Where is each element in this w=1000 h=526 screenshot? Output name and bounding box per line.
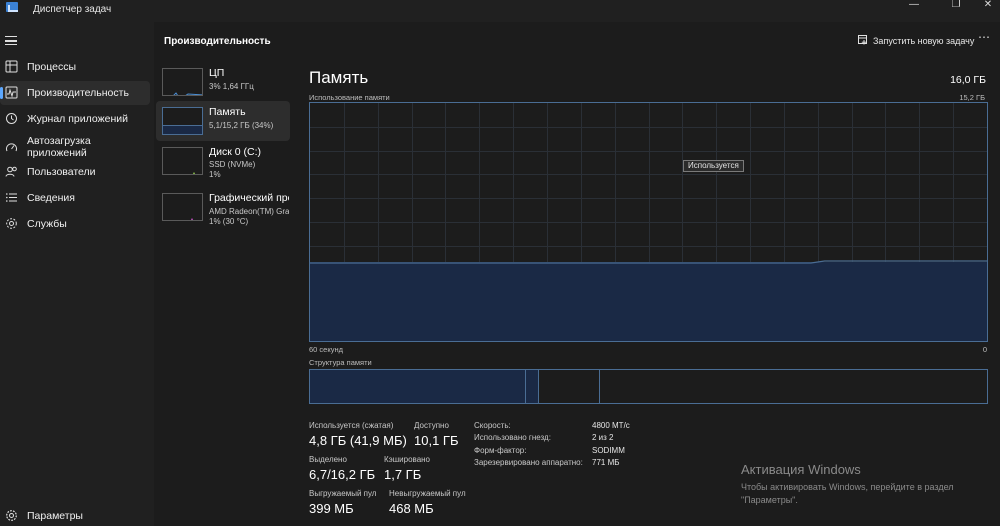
sidebar-item-performance[interactable]: Производительность bbox=[0, 81, 150, 105]
more-options-icon[interactable]: ⋯ bbox=[978, 30, 990, 44]
available-value: 10,1 ГБ bbox=[414, 433, 459, 448]
task-manager-app-icon bbox=[6, 2, 18, 12]
spec-value: 4800 МТ/с bbox=[592, 421, 630, 430]
sidebar-item-label: Процессы bbox=[27, 61, 77, 73]
device-cpu[interactable]: ЦП 3% 1,64 ГГц bbox=[156, 62, 290, 102]
device-usage: 1% (30 °C) bbox=[209, 217, 249, 226]
structure-standby[interactable] bbox=[539, 370, 600, 403]
close-button[interactable]: ✕ bbox=[983, 0, 993, 10]
spec-value: 2 из 2 bbox=[592, 433, 614, 442]
memory-total: 16,0 ГБ bbox=[950, 74, 986, 86]
device-memory[interactable]: Память 5,1/15,2 ГБ (34%) bbox=[156, 101, 290, 141]
committed-value: 6,7/16,2 ГБ bbox=[309, 467, 376, 482]
spec-value: SODIMM bbox=[592, 446, 625, 455]
cached-label: Кэшировано bbox=[384, 455, 431, 464]
memory-thumbnail bbox=[162, 107, 203, 135]
sidebar-item-label: Службы bbox=[27, 218, 67, 230]
gpu-thumbnail bbox=[162, 193, 203, 221]
time-axis-right: 0 bbox=[982, 345, 987, 354]
history-clock-icon bbox=[6, 113, 17, 124]
structure-in-use[interactable] bbox=[310, 370, 526, 403]
maximize-button[interactable]: ❐ bbox=[951, 0, 961, 10]
run-new-task-label: Запустить новую задачу bbox=[873, 36, 975, 46]
nonpaged-pool-label: Невыгружаемый пул bbox=[389, 489, 466, 498]
device-detail: AMD Radeon(TM) Graphics bbox=[209, 207, 289, 216]
nonpaged-pool-value: 468 МБ bbox=[389, 501, 434, 516]
memory-structure-label: Структура памяти bbox=[309, 358, 372, 367]
cpu-thumbnail bbox=[162, 68, 203, 96]
memory-usage-max: 15,2 ГБ bbox=[959, 93, 985, 102]
in-use-label: Используется (сжатая) bbox=[309, 421, 394, 430]
device-detail: SSD (NVMe) bbox=[209, 160, 256, 169]
details-list-icon bbox=[6, 193, 17, 202]
processes-grid-icon bbox=[5, 60, 18, 73]
startup-gauge-icon bbox=[6, 143, 17, 152]
hamburger-menu-icon[interactable] bbox=[5, 36, 17, 45]
spec-label: Зарезервировано аппаратно: bbox=[474, 458, 583, 467]
memory-usage-label: Использование памяти bbox=[309, 93, 390, 102]
sidebar-item-settings[interactable]: Параметры bbox=[0, 505, 150, 525]
device-detail: 5,1/15,2 ГБ (34%) bbox=[209, 121, 274, 130]
run-task-icon bbox=[858, 35, 867, 45]
sidebar-item-users[interactable]: Пользователи bbox=[0, 160, 150, 184]
memory-usage-line bbox=[310, 260, 987, 264]
sidebar-item-label: Сведения bbox=[27, 192, 75, 204]
spec-label: Скорость: bbox=[474, 421, 511, 430]
users-icon bbox=[5, 166, 17, 177]
sidebar-item-label: Пользователи bbox=[27, 166, 96, 178]
spec-label: Использовано гнезд: bbox=[474, 433, 551, 442]
in-use-value: 4,8 ГБ (41,9 МБ) bbox=[309, 433, 407, 448]
paged-pool-value: 399 МБ bbox=[309, 501, 354, 516]
activation-watermark-text: Чтобы активировать Windows, перейдите в … bbox=[741, 482, 954, 505]
memory-title: Память bbox=[309, 68, 369, 87]
services-gear-icon bbox=[6, 218, 17, 229]
settings-label: Параметры bbox=[27, 510, 83, 522]
device-usage: 1% bbox=[209, 170, 221, 179]
run-new-task-button[interactable]: Запустить новую задачу bbox=[856, 33, 974, 49]
device-name: ЦП bbox=[209, 67, 225, 79]
sidebar-item-startup[interactable]: Автозагрузка приложений bbox=[0, 133, 150, 163]
sidebar-item-app-history[interactable]: Журнал приложений bbox=[0, 107, 150, 131]
sidebar-item-label: Производительность bbox=[27, 87, 129, 99]
device-detail: 3% 1,64 ГГц bbox=[209, 82, 254, 91]
paged-pool-label: Выгружаемый пул bbox=[309, 489, 377, 498]
activation-watermark-title: Активация Windows bbox=[741, 462, 861, 477]
available-label: Доступно bbox=[414, 421, 449, 430]
memory-structure-bar[interactable] bbox=[309, 369, 988, 404]
page-title: Производительность bbox=[164, 36, 271, 47]
sidebar-item-label: Журнал приложений bbox=[27, 113, 128, 125]
device-disk[interactable]: Диск 0 (C:) SSD (NVMe) 1% bbox=[156, 141, 290, 181]
sidebar-item-label: Автозагрузка приложений bbox=[27, 135, 91, 159]
committed-label: Выделено bbox=[309, 455, 347, 464]
device-name: Графический процессор 0 bbox=[209, 192, 289, 204]
graph-tooltip: Используется bbox=[683, 160, 744, 172]
settings-gear-icon bbox=[6, 510, 17, 521]
device-gpu[interactable]: Графический процессор 0 AMD Radeon(TM) G… bbox=[156, 187, 290, 227]
spec-value: 771 МБ bbox=[592, 458, 620, 467]
structure-modified[interactable] bbox=[526, 370, 539, 403]
sidebar-item-details[interactable]: Сведения bbox=[0, 186, 150, 210]
time-axis-left: 60 секунд bbox=[309, 345, 343, 354]
memory-usage-graph bbox=[309, 102, 988, 342]
sidebar-item-processes[interactable]: Процессы bbox=[0, 55, 150, 79]
window-title: Диспетчер задач bbox=[33, 4, 112, 15]
cached-value: 1,7 ГБ bbox=[384, 467, 422, 482]
disk-thumbnail bbox=[162, 147, 203, 175]
performance-pulse-icon bbox=[5, 86, 18, 99]
sidebar: Процессы Производительность Журнал прило… bbox=[0, 22, 154, 526]
device-name: Память bbox=[209, 106, 246, 118]
device-name: Диск 0 (C:) bbox=[209, 146, 261, 158]
memory-usage-fill bbox=[310, 262, 987, 341]
minimize-button[interactable]: — bbox=[909, 0, 919, 10]
title-bar: Диспетчер задач — ❐ ✕ bbox=[0, 0, 1000, 22]
spec-label: Форм-фактор: bbox=[474, 446, 527, 455]
sidebar-item-services[interactable]: Службы bbox=[0, 212, 150, 236]
